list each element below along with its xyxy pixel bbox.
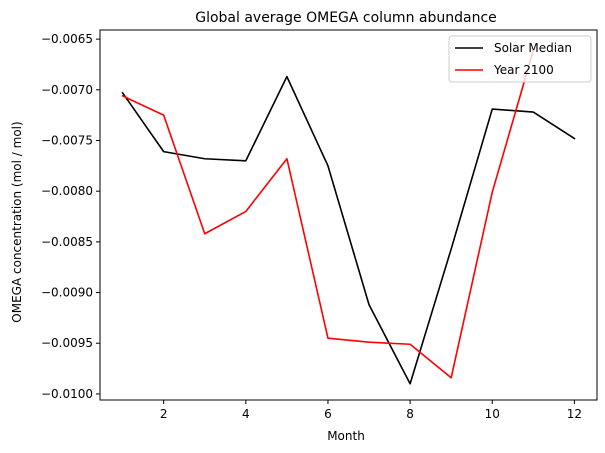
y-tick-label: −0.0090 <box>41 286 93 300</box>
axes-frame <box>99 29 598 401</box>
legend: Solar Median Year 2100 <box>448 35 592 83</box>
x-tick-label: 6 <box>324 407 332 421</box>
series-line-year-2100 <box>121 49 535 379</box>
x-tick-label: 8 <box>406 407 414 421</box>
x-tick-label: 12 <box>567 407 582 421</box>
y-tick-label: −0.0100 <box>41 387 93 401</box>
y-tick-label: −0.0085 <box>41 235 93 249</box>
y-tick-label: −0.0095 <box>41 336 93 350</box>
legend-label: Year 2100 <box>493 63 554 77</box>
chart-title: Global average OMEGA column abundance <box>195 10 497 26</box>
x-tick-label: 2 <box>160 407 168 421</box>
y-tick-label: −0.0080 <box>41 184 93 198</box>
x-tick-label: 10 <box>485 407 500 421</box>
legend-box <box>448 35 592 83</box>
series-line-solar-median <box>121 75 576 385</box>
y-axis: −0.0100 −0.0095 −0.0090 −0.0085 −0.0080 −0.00… <box>41 32 100 401</box>
y-tick-label: −0.0070 <box>41 83 93 97</box>
x-tick-label: 4 <box>242 407 250 421</box>
y-tick-label: −0.0065 <box>41 32 93 46</box>
x-axis-label: Month <box>327 429 365 443</box>
plot-lines <box>121 49 576 385</box>
x-axis: 2 4 6 8 10 12 <box>160 400 582 421</box>
y-axis-label: OMEGA concentration (mol / mol) <box>10 121 24 322</box>
legend-label: Solar Median <box>494 41 572 55</box>
y-tick-label: −0.0075 <box>41 133 93 147</box>
